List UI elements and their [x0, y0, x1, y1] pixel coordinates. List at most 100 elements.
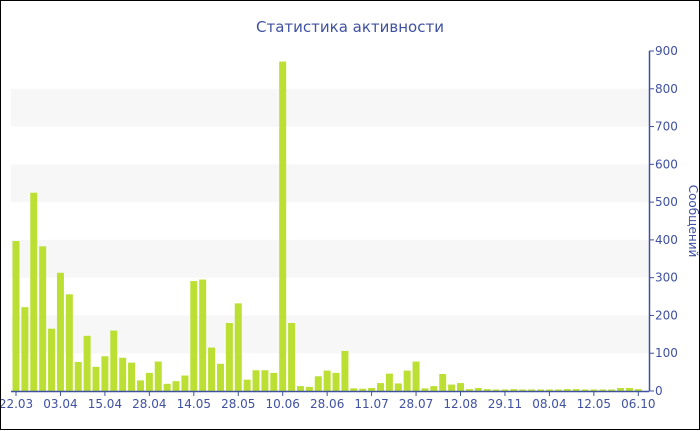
bar — [581, 389, 589, 391]
grid-band — [11, 164, 649, 203]
bar — [83, 335, 91, 391]
y-tick-label: 600 — [655, 157, 678, 171]
bar — [545, 389, 553, 391]
bar — [119, 357, 127, 391]
bar — [261, 370, 269, 391]
bar — [439, 374, 447, 391]
bar — [172, 381, 180, 391]
y-tick-label: 500 — [655, 195, 678, 209]
x-tick-label: 28.07 — [399, 397, 433, 411]
bar — [563, 389, 571, 391]
bar — [56, 272, 64, 391]
bar — [296, 386, 304, 391]
bar — [288, 323, 296, 391]
bar — [216, 363, 224, 391]
bar — [421, 388, 429, 391]
x-tick-label: 29.11 — [488, 397, 522, 411]
bar — [154, 361, 162, 391]
grid-band — [11, 239, 649, 278]
bar — [465, 389, 473, 391]
bar — [101, 356, 109, 391]
bar — [430, 386, 438, 391]
bar — [350, 388, 358, 391]
bar — [483, 389, 491, 391]
x-tick-label: 10.06 — [266, 397, 300, 411]
bar — [181, 375, 189, 391]
bar — [617, 387, 625, 391]
y-tick-label: 900 — [655, 44, 678, 58]
bar — [412, 361, 420, 391]
bar — [625, 387, 633, 391]
x-tick-label: 28.04 — [132, 397, 166, 411]
bar — [252, 370, 260, 391]
bar — [528, 389, 536, 391]
chart-title: Статистика активности — [256, 18, 444, 36]
bar — [394, 383, 402, 391]
bar — [145, 372, 153, 391]
bar — [537, 389, 545, 391]
y-tick-label: 300 — [655, 271, 678, 285]
bar — [403, 370, 411, 391]
bar — [74, 361, 82, 391]
y-tick-label: 700 — [655, 120, 678, 134]
bar — [457, 383, 464, 391]
x-tick-label: 14.05 — [177, 397, 211, 411]
x-tick-label: 12.05 — [577, 397, 611, 411]
bar — [368, 387, 376, 391]
bar — [110, 330, 118, 391]
bar — [270, 372, 278, 391]
x-tick-label: 12.08 — [443, 397, 477, 411]
x-tick-label: 11.07 — [354, 397, 388, 411]
bar — [279, 61, 287, 391]
bar — [190, 281, 198, 391]
x-tick-label: 08.04 — [532, 397, 566, 411]
x-tick-label: 03.04 — [43, 397, 77, 411]
bar — [208, 347, 216, 391]
x-tick-label: 28.05 — [221, 397, 255, 411]
grid-band — [11, 88, 649, 127]
bar — [501, 389, 509, 391]
bar — [163, 383, 171, 391]
bar — [341, 350, 349, 391]
bar — [323, 370, 331, 391]
bar — [92, 366, 100, 391]
bar — [128, 362, 136, 391]
bar — [199, 279, 207, 391]
bar — [30, 192, 38, 391]
bar — [234, 303, 242, 391]
bar — [510, 389, 518, 391]
bar — [519, 389, 527, 391]
y-tick-label: 200 — [655, 308, 678, 322]
x-tick-label: 15.04 — [88, 397, 122, 411]
x-tick-label: 22.03 — [1, 397, 33, 411]
bar — [590, 389, 598, 391]
bar — [572, 389, 580, 391]
y-tick-label: 0 — [655, 384, 663, 398]
bar — [608, 389, 616, 391]
y-axis-label: Сообщений — [686, 185, 700, 258]
x-tick-label: 28.06 — [310, 397, 344, 411]
y-tick-label: 400 — [655, 233, 678, 247]
bar — [136, 380, 144, 391]
bar — [48, 328, 56, 391]
bar — [376, 383, 384, 391]
bar — [65, 294, 73, 391]
bar — [474, 387, 482, 391]
bar — [12, 241, 20, 391]
bar — [225, 323, 233, 391]
bar — [314, 376, 322, 391]
y-tick-label: 100 — [655, 346, 678, 360]
bar — [385, 373, 393, 391]
bar — [21, 307, 29, 391]
grid-band — [11, 315, 649, 354]
bar — [634, 389, 642, 391]
bar — [492, 389, 500, 391]
bar — [305, 386, 313, 391]
x-tick-label: 06.10 — [621, 397, 655, 411]
bar — [599, 389, 607, 391]
bar — [243, 379, 251, 391]
bar — [39, 246, 47, 391]
bar — [332, 372, 340, 391]
